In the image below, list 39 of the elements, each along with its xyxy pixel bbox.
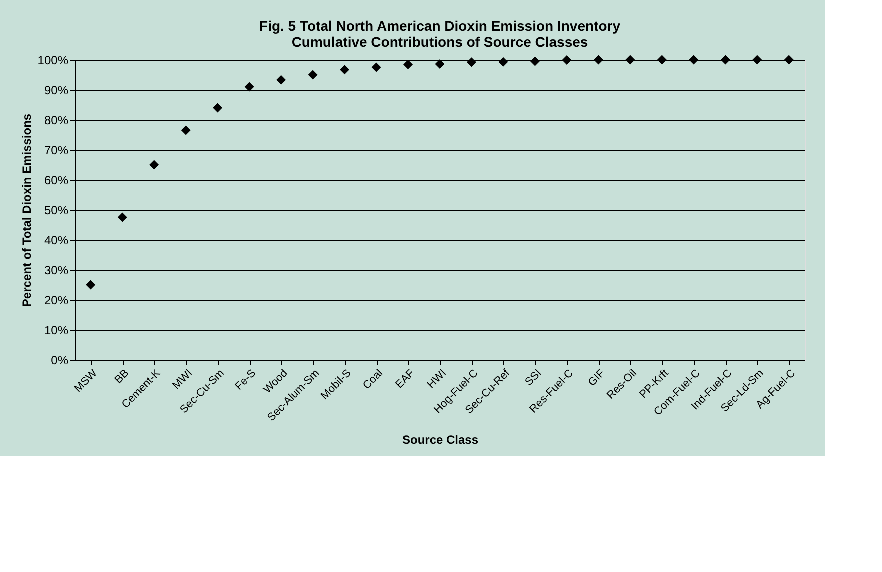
y-tick-label: 100% <box>38 54 69 68</box>
point <box>752 55 762 65</box>
y-tick-label: 80% <box>44 114 69 128</box>
point <box>562 56 572 66</box>
text: Fig. 5 Total North American Dioxin Emission Inventory <box>260 18 620 34</box>
text: Cumulative Contributions of Source Classes <box>292 34 588 50</box>
y-tick-label: 20% <box>44 294 69 308</box>
y-tick-label: 10% <box>44 324 69 338</box>
point <box>530 56 540 66</box>
y-tick-label: 90% <box>44 84 69 98</box>
y-axis-title: Percent of Total Dioxin Emissions <box>20 114 34 308</box>
point <box>657 55 667 65</box>
point <box>784 55 794 65</box>
y-tick-label: 70% <box>44 144 69 158</box>
point <box>118 212 128 222</box>
point <box>150 160 160 170</box>
point <box>276 75 286 85</box>
point <box>689 55 699 65</box>
y-tick-label: 30% <box>44 264 69 278</box>
y-tick-label: 50% <box>44 204 69 218</box>
x-axis-title: Source Class <box>402 433 479 448</box>
y-tick-label: 0% <box>51 354 69 368</box>
point <box>498 57 508 67</box>
point <box>372 62 382 72</box>
point <box>594 55 604 65</box>
point <box>213 103 223 113</box>
y-tick-label: 60% <box>44 174 69 188</box>
point <box>86 280 96 290</box>
point <box>308 70 318 80</box>
point <box>340 65 350 75</box>
point <box>466 58 476 68</box>
y-tick-label: 40% <box>44 234 69 248</box>
point <box>626 55 636 65</box>
x-tick-label: GIF <box>586 367 608 389</box>
point <box>404 60 414 70</box>
point <box>244 82 254 92</box>
point <box>720 55 730 65</box>
point <box>181 126 191 136</box>
point <box>435 59 445 69</box>
